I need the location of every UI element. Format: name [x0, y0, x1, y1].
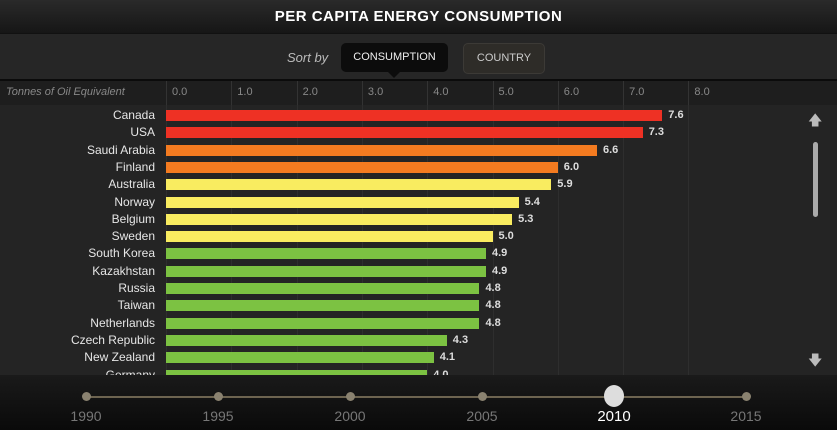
bar-sweden[interactable]	[166, 231, 493, 243]
value-label: 7.6	[668, 109, 684, 121]
timeline-track	[86, 396, 746, 398]
bar-finland[interactable]	[166, 161, 558, 173]
tick-label: 7.0	[629, 86, 645, 98]
gridline	[427, 81, 429, 105]
value-label: 4.8	[485, 299, 501, 312]
sort-bar: Sort by CONSUMPTION COUNTRY	[0, 33, 837, 79]
value-label: 5.9	[557, 178, 573, 191]
tick-label: 5.0	[498, 86, 514, 98]
country-label: New Zealand	[84, 350, 155, 365]
timeline-dot[interactable]	[478, 392, 487, 401]
bar-south-korea[interactable]	[166, 248, 486, 260]
country-label: Canada	[112, 108, 155, 122]
scrollbar-thumb[interactable]	[813, 142, 818, 217]
timeline-dot[interactable]	[742, 392, 751, 401]
tick-label: 2.0	[302, 86, 318, 98]
year-1990[interactable]: 1990	[70, 408, 102, 424]
scroll-up-arrow-icon[interactable]: 🡅	[808, 112, 823, 128]
year-2000[interactable]: 2000	[334, 408, 366, 424]
gridline	[361, 81, 363, 105]
page-title: PER CAPITA ENERGY CONSUMPTION	[0, 0, 837, 33]
country-label: Belgium	[111, 211, 155, 226]
value-label: 4.9	[491, 247, 508, 260]
value-label: 4.0	[433, 368, 449, 376]
bar-norway[interactable]	[166, 196, 519, 208]
value-label: 7.3	[648, 126, 664, 139]
country-label: Czech Republic	[70, 332, 155, 347]
country-label: Norway	[114, 194, 155, 209]
bar-czech-republic[interactable]	[166, 334, 447, 346]
timeline-dot[interactable]	[82, 392, 91, 401]
bar-taiwan[interactable]	[166, 300, 480, 312]
value-label: 4.8	[485, 282, 501, 294]
country-label: Germany	[105, 367, 155, 376]
gridline	[231, 81, 233, 105]
country-label: Netherlands	[90, 315, 155, 330]
value-label: 4.9	[491, 264, 508, 277]
country-label: USA	[130, 125, 155, 140]
value-label: 5.3	[518, 212, 534, 225]
bar-usa[interactable]	[166, 127, 643, 139]
axis-label: Tonnes of Oil Equivalent	[6, 86, 125, 98]
year-2015[interactable]: 2015	[730, 408, 762, 424]
sort-country-button[interactable]: COUNTRY	[463, 43, 545, 74]
value-label: 5.0	[498, 230, 514, 243]
value-label: 4.3	[452, 333, 469, 346]
tick-label: 6.0	[563, 86, 580, 98]
country-label: Sweden	[111, 229, 155, 244]
sort-consumption-button[interactable]: CONSUMPTION	[341, 43, 448, 78]
gridline	[557, 81, 559, 105]
timeline-dot[interactable]	[346, 392, 355, 401]
bar-germany[interactable]	[166, 369, 428, 375]
gridline	[296, 81, 298, 105]
gridline	[166, 81, 167, 105]
tick-label: 1.0	[237, 86, 253, 98]
timeline-handle[interactable]	[604, 385, 624, 407]
x-axis: Tonnes of Oil Equivalent 0.0 1.0 2.0 3.0 4.0…	[0, 79, 837, 105]
tick-label: 8.0	[694, 86, 710, 98]
value-label: 4.8	[485, 316, 501, 329]
value-label: 5.4	[524, 195, 540, 208]
scroll-down-arrow-icon[interactable]: 🡇	[808, 352, 823, 368]
country-label: Australia	[108, 177, 155, 192]
value-label: 4.1	[439, 351, 456, 364]
timeline-dot[interactable]	[214, 392, 223, 401]
year-timeline[interactable]: 1990 1995 2000 2005 2010 2015	[0, 375, 837, 430]
tick-label: 3.0	[367, 86, 384, 98]
country-label: Finland	[115, 159, 155, 174]
gridline	[623, 105, 625, 375]
bar-netherlands[interactable]	[166, 317, 480, 329]
year-2010[interactable]: 2010	[597, 408, 631, 425]
country-label: South Korea	[88, 246, 155, 261]
bar-kazakhstan[interactable]	[166, 265, 486, 277]
gridline	[623, 81, 625, 105]
bar-chart[interactable]: Canada 7.6 USA 7.3 Saudi Arabia 6.6 Finland 6.0…	[0, 105, 837, 375]
bar-russia[interactable]	[166, 283, 480, 294]
tick-label: 0.0	[172, 86, 188, 98]
country-label: Taiwan	[117, 298, 155, 313]
bar-australia[interactable]	[166, 179, 552, 191]
gridline	[492, 105, 494, 375]
value-label: 6.6	[602, 143, 619, 156]
bar-saudi-arabia[interactable]	[166, 144, 597, 156]
gridline	[688, 105, 690, 375]
country-label: Saudi Arabia	[86, 142, 155, 157]
sort-label: Sort by	[287, 50, 329, 65]
gridline	[492, 81, 494, 105]
gridline	[557, 105, 559, 375]
country-label: Russia	[118, 281, 155, 295]
value-label: 6.0	[563, 160, 580, 173]
bar-new-zealand[interactable]	[166, 352, 434, 364]
country-label: Kazakhstan	[92, 263, 155, 278]
bar-belgium[interactable]	[166, 213, 513, 225]
tick-label: 4.0	[433, 86, 449, 98]
year-2005[interactable]: 2005	[466, 408, 498, 424]
year-1995[interactable]: 1995	[202, 408, 234, 424]
bar-canada[interactable]	[166, 110, 663, 121]
gridline	[688, 81, 690, 105]
